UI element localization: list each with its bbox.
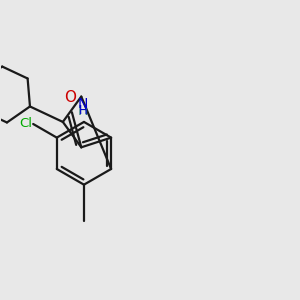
Text: O: O xyxy=(64,90,76,105)
Text: N: N xyxy=(78,97,88,111)
Text: H: H xyxy=(79,104,87,117)
Text: H: H xyxy=(77,103,88,118)
Text: Cl: Cl xyxy=(20,116,32,130)
